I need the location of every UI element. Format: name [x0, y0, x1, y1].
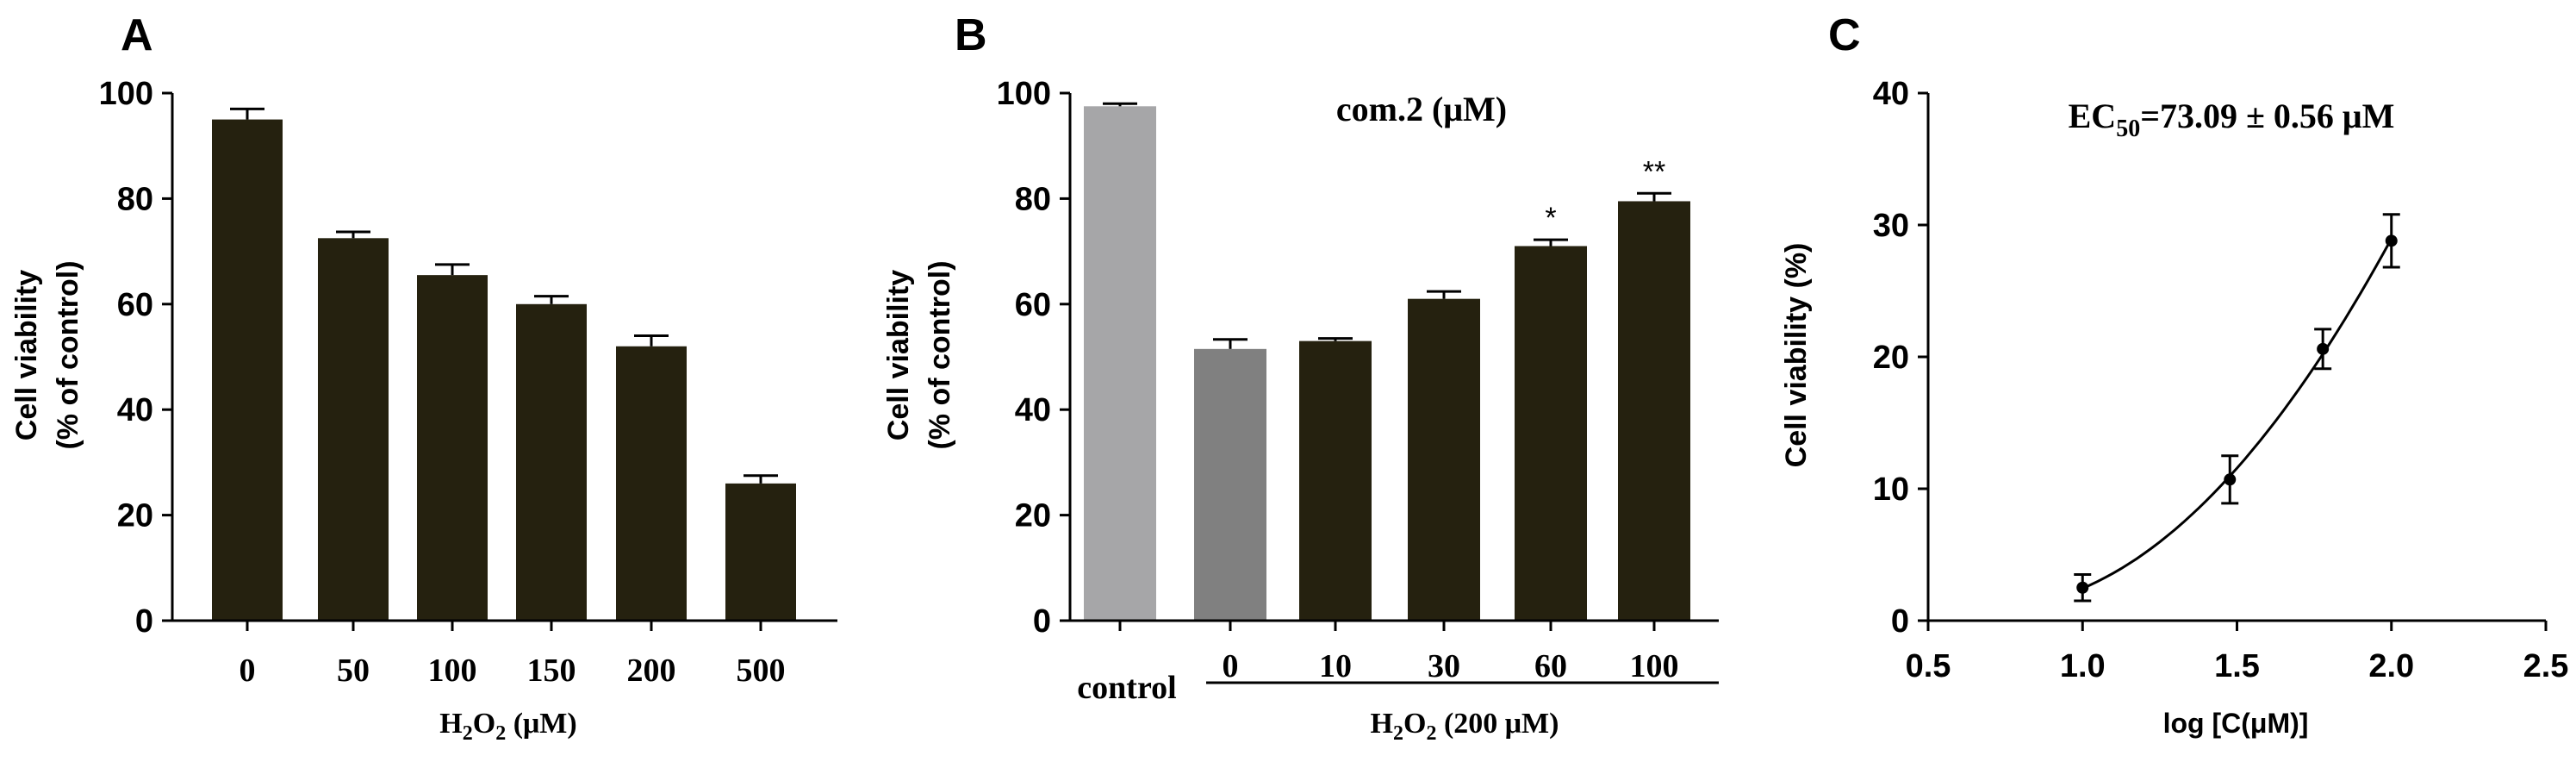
panel-b-y-label-line1: Cell viability: [882, 270, 915, 440]
panel-c: C 0 10 20 30 40 0.5 1.0 1.5 2.0 2.5 EC50=73.09 ±…: [1780, 10, 2568, 739]
panel-c-y-label: Cell viability (%): [1780, 243, 1813, 468]
panel-b-bar: [1299, 340, 1372, 621]
panel-c-y-tick-label: 20: [1873, 340, 1909, 376]
panel-b-bar: [1515, 246, 1587, 621]
panel-c-data-point: [2076, 581, 2089, 594]
panel-c-fit-curve: [2081, 238, 2393, 590]
panel-c-y-tick-label: 40: [1873, 76, 1909, 112]
panel-a-y-tick-label: 0: [135, 603, 153, 640]
panel-b-bar: [1084, 106, 1156, 621]
panel-c-points: [2074, 213, 2400, 603]
panel-b-bar: [1618, 201, 1690, 621]
panel-c-y-tick-label: 0: [1891, 603, 1909, 640]
panel-c-x-tick-label: 1.0: [2060, 648, 2106, 684]
panel-c-y-tick-label: 30: [1873, 208, 1909, 244]
panel-a-y-tick-label: 100: [99, 76, 153, 112]
panel-c-y-tick-label: 10: [1873, 472, 1909, 508]
panel-c-letter: C: [1828, 10, 1861, 60]
panel-b-annotation: com.2 (μM): [1336, 90, 1507, 128]
panel-a-y-label-line2: (% of control): [52, 260, 84, 449]
panel-a-x-tick-label: 500: [737, 653, 786, 689]
panel-b-bars: ***: [1084, 102, 1690, 621]
panel-b-y-tick-label: 100: [997, 76, 1051, 112]
panel-b-y-label-line2: (% of control): [924, 260, 956, 449]
panel-a-x-tick-label: 100: [428, 653, 477, 689]
panel-a-bar: [318, 238, 389, 621]
panel-c-data-point: [2224, 473, 2237, 486]
panel-b-x-ticks: control 0 10 30 60 100: [1077, 621, 1679, 706]
panel-b-y-tick-label: 40: [1015, 392, 1051, 428]
panel-a-bar: [616, 346, 687, 621]
panel-a-bar: [725, 483, 796, 621]
panel-a-bars: [212, 107, 796, 621]
panel-b-significance-marker: *: [1545, 202, 1556, 234]
panel-c-y-ticks: 0 10 20 30 40: [1873, 76, 1928, 640]
panel-a-x-tick-label: 150: [527, 653, 576, 689]
panel-b-y-tick-label: 60: [1015, 287, 1051, 323]
panel-a-y-tick-label: 60: [117, 287, 153, 323]
panel-b-control-label: control: [1077, 670, 1176, 706]
panel-a-y-label-line1: Cell viability: [10, 270, 43, 440]
panel-b-letter: B: [955, 10, 987, 60]
panel-a-x-tick-label: 200: [627, 653, 676, 689]
panel-b-bar: [1408, 298, 1480, 621]
panel-b-group-label: H2O2 (200 μM): [1371, 708, 1559, 745]
panel-b-y-tick-label: 0: [1033, 603, 1051, 640]
panel-a-y-ticks: 0 20 40 60 80 100: [99, 76, 172, 640]
panel-b-x-tick-label: 60: [1534, 648, 1567, 684]
panel-b-y-tick-label: 20: [1015, 498, 1051, 534]
panel-a-x-label: H2O2 (μM): [439, 708, 576, 745]
panel-c-x-tick-label: 2.0: [2368, 648, 2414, 684]
panel-b-y-tick-label: 80: [1015, 181, 1051, 217]
panel-a-y-tick-label: 40: [117, 392, 153, 428]
panel-a-x-ticks: 0 50 100 150 200 500: [240, 621, 786, 689]
panel-a-x-tick-label: 50: [337, 653, 370, 689]
panel-a-letter: A: [121, 10, 153, 60]
panel-a-bar: [417, 275, 488, 621]
panel-a: A 0 20 40 60 80 100 0 50 100 150 200 500 Cell viab…: [10, 10, 837, 745]
panel-c-data-point: [2317, 342, 2330, 355]
panel-b-x-tick-label: 100: [1630, 648, 1679, 684]
panel-a-bar: [212, 119, 283, 621]
panel-a-x-tick-label: 0: [240, 653, 256, 689]
panel-a-y-tick-label: 20: [117, 498, 153, 534]
panel-c-annotation: EC50=73.09 ± 0.56 μM: [2069, 97, 2395, 142]
panel-c-x-tick-label: 1.5: [2214, 648, 2260, 684]
panel-a-bar: [516, 303, 587, 621]
panel-c-x-tick-label: 2.5: [2523, 648, 2569, 684]
panel-a-y-tick-label: 80: [117, 181, 153, 217]
panel-c-data-point: [2385, 234, 2398, 247]
panel-c-x-tick-label: 0.5: [1906, 648, 1951, 684]
panel-c-x-ticks: 0.5 1.0 1.5 2.0 2.5: [1906, 621, 2569, 684]
panel-b-bar: [1194, 348, 1266, 621]
panel-b-y-ticks: 0 20 40 60 80 100: [997, 76, 1070, 640]
panel-b-x-tick-label: 0: [1223, 648, 1239, 684]
panel-c-x-label: log [C(μM)]: [2163, 708, 2309, 739]
panel-b-significance-marker: **: [1643, 155, 1665, 188]
panel-b-x-tick-label: 30: [1428, 648, 1460, 684]
panel-b-x-tick-label: 10: [1319, 648, 1352, 684]
